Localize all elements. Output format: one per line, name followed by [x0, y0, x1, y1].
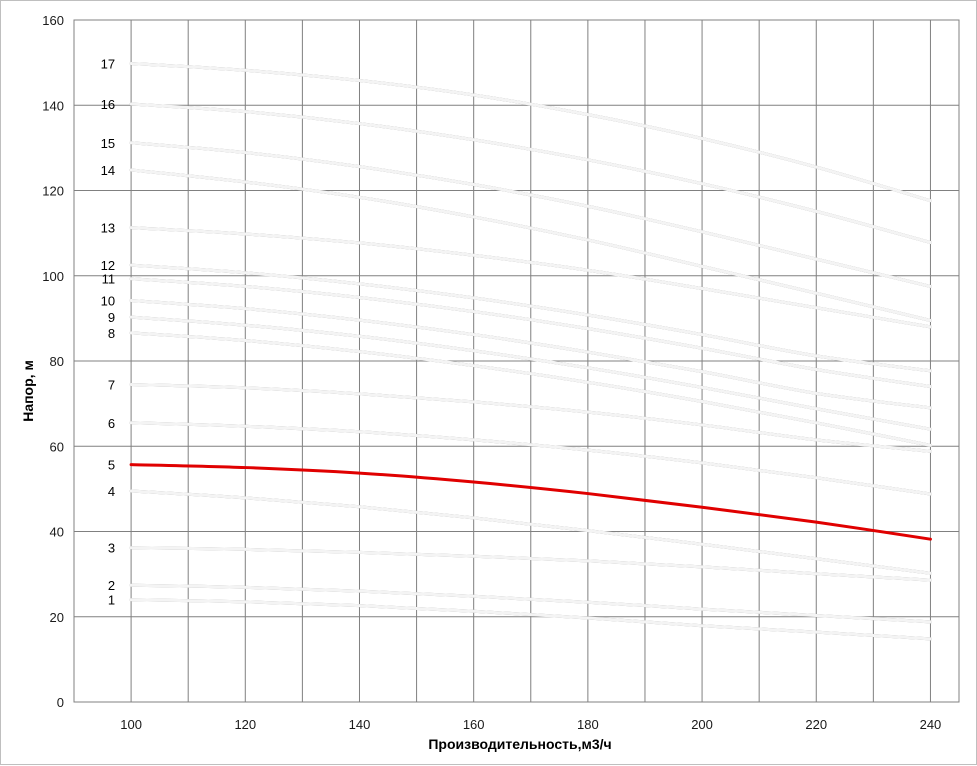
tick-label-layer: 0 20 40 60 80 100 120 140 160 100 120 140 160 180 200 2… — [42, 13, 941, 732]
curve-series-10 — [129, 298, 932, 410]
curve-series-4 — [129, 489, 932, 575]
curve-label-8: 8 — [108, 326, 115, 341]
curve-series-11 — [129, 277, 932, 389]
y-tick-label: 40 — [50, 525, 64, 540]
curve-series-12 — [129, 263, 932, 373]
curve-series-16 — [129, 102, 932, 245]
curve-label-2: 2 — [108, 578, 115, 593]
curve-layer — [129, 61, 932, 641]
curve-series-8 — [129, 331, 932, 447]
grid-layer — [73, 19, 960, 703]
curve-series-17 — [129, 61, 932, 203]
curve-series-5 — [129, 463, 932, 541]
curve-label-16: 16 — [101, 97, 115, 112]
curve-label-15: 15 — [101, 136, 115, 151]
curve-series-2 — [129, 583, 932, 624]
x-tick-label: 200 — [691, 717, 713, 732]
y-axis-title: Напор, м — [20, 360, 36, 422]
curve-series-13 — [129, 226, 932, 329]
x-tick-label: 240 — [920, 717, 942, 732]
y-tick-label: 120 — [42, 184, 64, 199]
y-tick-label: 140 — [42, 98, 64, 113]
x-tick-label: 140 — [349, 717, 371, 732]
curve-label-5: 5 — [108, 458, 115, 473]
curve-label-4: 4 — [108, 484, 115, 499]
curve-label-1: 1 — [108, 593, 115, 608]
y-tick-label: 100 — [42, 269, 64, 284]
curve-label-17: 17 — [101, 56, 115, 71]
curve-series-1 — [129, 598, 932, 641]
y-tick-label: 0 — [57, 695, 64, 710]
curve-series-3 — [129, 546, 932, 582]
y-tick-label: 60 — [50, 439, 64, 454]
curve-label-3: 3 — [108, 541, 115, 556]
curve-label-7: 7 — [108, 377, 115, 392]
curve-series-9 — [129, 315, 932, 431]
y-tick-label: 160 — [42, 13, 64, 28]
curve-label-10: 10 — [101, 293, 115, 308]
curve-label-6: 6 — [108, 416, 115, 431]
x-tick-label: 160 — [463, 717, 485, 732]
y-tick-label: 20 — [50, 610, 64, 625]
x-tick-label: 220 — [805, 717, 827, 732]
y-tick-label: 80 — [50, 354, 64, 369]
curve-series-7 — [129, 382, 932, 453]
curve-series-6 — [129, 421, 932, 496]
curve-label-12: 12 — [101, 258, 115, 273]
curve-label-9: 9 — [108, 310, 115, 325]
x-axis-title: Производительность,м3/ч — [428, 736, 611, 752]
curve-series-15 — [129, 141, 932, 288]
curve-label-13: 13 — [101, 221, 115, 236]
x-tick-label: 120 — [234, 717, 256, 732]
x-tick-label: 100 — [120, 717, 142, 732]
curve-label-14: 14 — [101, 163, 115, 178]
curve-series-14 — [129, 168, 932, 323]
x-tick-label: 180 — [577, 717, 599, 732]
curve-label-11: 11 — [102, 272, 116, 287]
plot-area-border — [73, 19, 960, 703]
